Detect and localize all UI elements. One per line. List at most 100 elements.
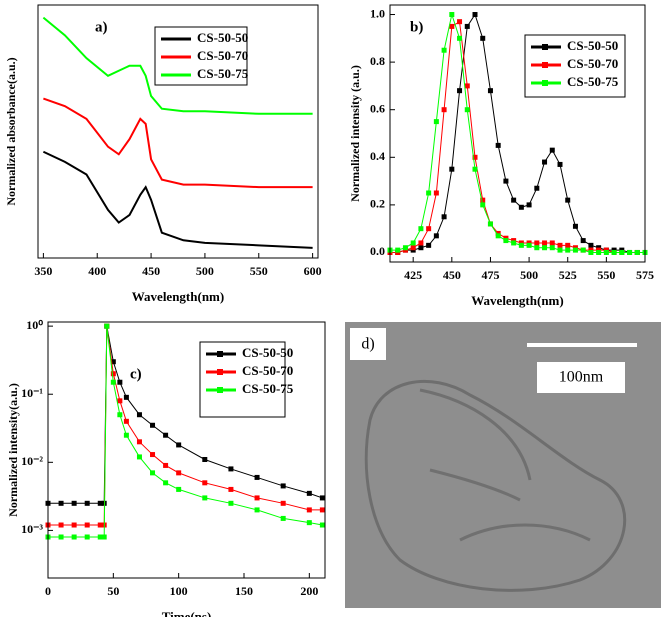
x-tick-label: 600 (304, 264, 322, 278)
x-tick-label: 525 (559, 268, 577, 282)
y-tick-label: 0.8 (370, 54, 385, 68)
point-marker (163, 462, 169, 468)
point-marker (449, 23, 455, 29)
y-tick-label: 0.6 (370, 101, 385, 115)
series-line (43, 97, 313, 189)
point-marker (588, 249, 594, 255)
point-marker (395, 247, 401, 253)
y-tick-label: 10⁻³ (21, 522, 43, 536)
point-marker (123, 432, 129, 438)
legend-label: CS-50-50 (567, 38, 618, 53)
point-marker (619, 249, 625, 255)
tem-panel: d) 100nm (345, 322, 661, 608)
point-marker (441, 47, 447, 53)
x-tick-label: 400 (88, 264, 106, 278)
point-marker (101, 534, 107, 540)
point-marker (611, 249, 617, 255)
x-tick-label: 425 (404, 268, 422, 282)
point-marker (433, 119, 439, 125)
x-tick-label: 500 (520, 268, 538, 282)
x-axis-label: Time(ns) (162, 609, 212, 617)
point-marker (410, 245, 416, 251)
chart-panel: 350 400 450 500 550 600 CS-50-50 CS-50-70 CS-50-… (4, 4, 322, 304)
label-box (537, 362, 625, 393)
legend-label: CS-50-70 (242, 363, 293, 378)
point-marker (163, 432, 169, 438)
y-tick-label: 10⁰ (26, 318, 43, 332)
series-line (42, 16, 313, 115)
point-marker (123, 394, 129, 400)
point-marker (580, 247, 586, 253)
point-marker (534, 245, 540, 251)
point-marker (319, 495, 325, 501)
point-marker (565, 242, 571, 248)
point-marker (71, 534, 77, 540)
legend-label: CS-50-70 (567, 56, 618, 71)
point-marker (518, 204, 524, 210)
point-marker (634, 249, 640, 255)
series-line (390, 20, 645, 253)
series-line (390, 13, 645, 253)
plot-frame (389, 4, 646, 263)
y-tick-label: 0.2 (370, 197, 385, 211)
x-tick-label: 550 (250, 264, 268, 278)
x-tick-label: 450 (443, 268, 461, 282)
legend-label: CS-50-75 (567, 74, 619, 89)
legend-label: CS-50-50 (197, 30, 248, 45)
point-marker (542, 240, 548, 246)
point-marker (549, 147, 555, 153)
point-marker (534, 185, 540, 191)
point-marker (228, 466, 234, 472)
point-marker (526, 242, 532, 248)
point-marker (518, 242, 524, 248)
point-marker (464, 107, 470, 113)
point-marker (503, 178, 509, 184)
point-marker (150, 422, 156, 428)
y-axis-label: Normalized intensity(a.u.) (6, 383, 20, 517)
legend-marker (217, 387, 223, 393)
legend-marker (217, 369, 223, 375)
legend-marker (542, 44, 548, 50)
scale-label: 100nm (559, 369, 604, 386)
y-tick-label: 10⁻¹ (21, 386, 43, 400)
particle-edge (419, 388, 591, 542)
legend-marker (217, 351, 223, 357)
legend-box (524, 34, 626, 98)
point-marker (449, 166, 455, 172)
point-marker (254, 507, 260, 513)
x-tick-label: 100 (170, 584, 188, 598)
series-line (390, 12, 645, 253)
panel-label: b) (410, 19, 423, 35)
panel-label: d) (361, 336, 374, 353)
point-marker (280, 483, 286, 489)
point-marker (123, 418, 129, 424)
x-tick-label: 50 (107, 584, 119, 598)
y-tick-label: 1.0 (370, 6, 385, 20)
point-marker (449, 12, 455, 18)
plot-frame (47, 321, 326, 579)
point-marker (542, 245, 548, 251)
point-marker (176, 470, 182, 476)
particle-outline (364, 379, 627, 592)
point-marker (557, 247, 563, 253)
point-marker (557, 161, 563, 167)
point-marker (418, 240, 424, 246)
point-marker (254, 474, 260, 480)
point-marker (150, 470, 156, 476)
point-marker (136, 439, 142, 445)
point-marker (136, 412, 142, 418)
panel-label: c) (130, 366, 142, 382)
point-marker (228, 486, 234, 492)
y-axis-label: Normalized intensity (a.u.) (348, 65, 362, 202)
point-marker (71, 500, 77, 506)
point-marker (557, 242, 563, 248)
point-marker (150, 452, 156, 458)
point-marker (58, 534, 64, 540)
point-marker (572, 247, 578, 253)
point-marker (526, 202, 532, 208)
point-marker (603, 249, 609, 255)
point-marker (433, 233, 439, 239)
x-tick-label: 475 (481, 268, 499, 282)
legend-label: CS-50-70 (197, 48, 248, 63)
